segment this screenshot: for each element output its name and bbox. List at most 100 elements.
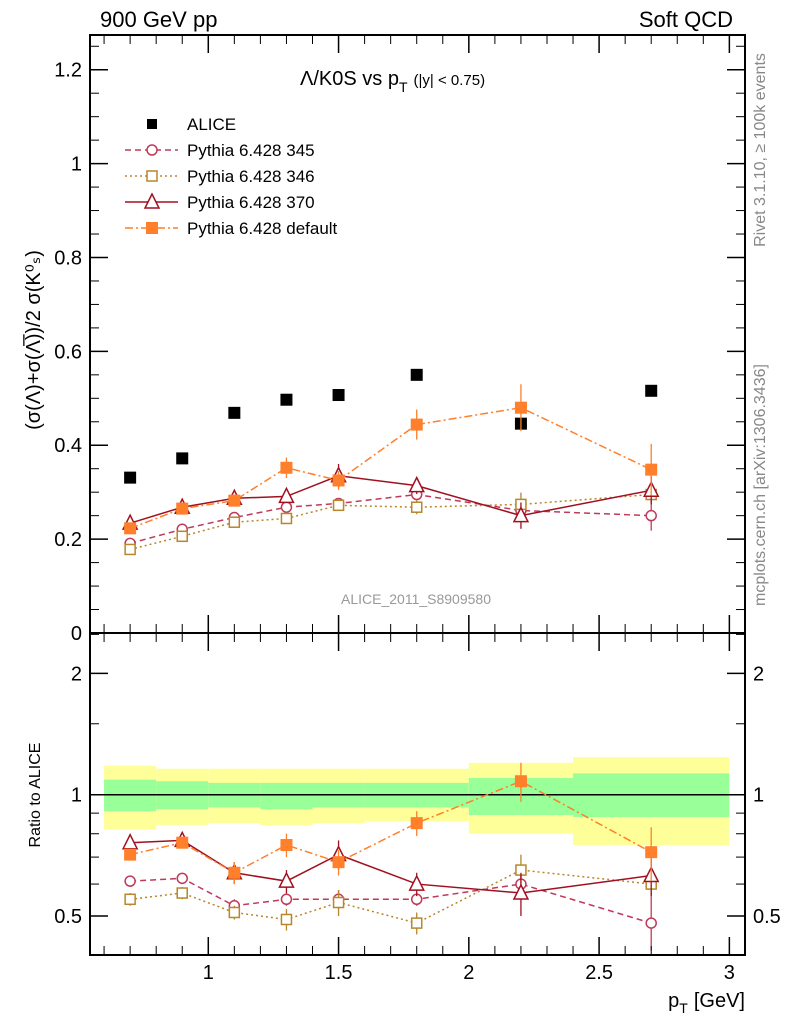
plot-title: Λ/K0S vs pT (|y| < 0.75) bbox=[300, 68, 485, 95]
series-pythia-6-428-346 bbox=[124, 485, 657, 556]
ratio-line bbox=[130, 839, 652, 894]
y-tick-label: 1 bbox=[71, 154, 82, 176]
data-point bbox=[512, 505, 530, 523]
y-tick-label: 0 bbox=[71, 623, 82, 645]
legend-label: ALICE bbox=[187, 115, 236, 134]
ratio-bands bbox=[90, 757, 745, 846]
legend-marker bbox=[147, 119, 157, 129]
data-point bbox=[410, 418, 423, 431]
data-point bbox=[228, 516, 241, 528]
data-point bbox=[332, 474, 345, 487]
ratio-point bbox=[280, 839, 293, 852]
ratio-point bbox=[410, 917, 423, 929]
ratio-y-tick-label: 0.5 bbox=[54, 906, 82, 928]
data-marks bbox=[121, 368, 660, 951]
data-point bbox=[176, 452, 189, 465]
ratio-point bbox=[121, 833, 139, 850]
ratio-frame bbox=[89, 632, 746, 956]
legend-label: Pythia 6.428 345 bbox=[187, 141, 315, 160]
series-pythia-6-428-345 bbox=[124, 488, 657, 550]
header-right: Soft QCD bbox=[639, 7, 733, 32]
legend-marker bbox=[143, 192, 161, 209]
ratio-point bbox=[332, 896, 345, 909]
ratio-y-tick-label: 2 bbox=[71, 663, 82, 685]
series-pythia-6-428-default bbox=[124, 384, 658, 535]
data-point bbox=[410, 501, 423, 513]
title-main: Λ/K0S vs p bbox=[300, 68, 399, 90]
data-point bbox=[332, 389, 345, 402]
header-left: 900 GeV pp bbox=[100, 7, 217, 32]
ratio-point bbox=[280, 913, 293, 926]
ratio-series-pythia-6-428-345 bbox=[124, 870, 657, 951]
data-point bbox=[228, 406, 241, 419]
ratio-point bbox=[176, 887, 188, 899]
ratio-series-pythia-6-428-default bbox=[124, 762, 658, 885]
data-point bbox=[124, 471, 137, 484]
data-point bbox=[645, 384, 658, 397]
x-tick-label: 2 bbox=[463, 962, 474, 984]
data-point bbox=[645, 463, 658, 476]
ratio-stat-band bbox=[260, 782, 313, 810]
x-tick-label: 1 bbox=[203, 962, 214, 984]
ratio-point bbox=[645, 917, 657, 929]
mcplots-text: mcplots.cern.ch [arXiv:1306.3436] bbox=[752, 364, 769, 606]
ratio-point bbox=[228, 866, 241, 879]
ratio-y-tick-label-right: 1 bbox=[753, 785, 764, 807]
ratio-point bbox=[124, 893, 136, 906]
ratio-line bbox=[130, 877, 652, 924]
ratio-y-tick-label-right: 0.5 bbox=[753, 906, 781, 928]
x-tick-label: 3 bbox=[724, 962, 735, 984]
data-point bbox=[280, 393, 293, 406]
rivet-version-text: Rivet 3.1.10, ≥ 100k events bbox=[752, 53, 769, 247]
analysis-watermark: ALICE_2011_S8909580 bbox=[341, 591, 491, 607]
data-point bbox=[408, 475, 425, 493]
legend-label: Pythia 6.428 370 bbox=[187, 193, 315, 212]
axes: 0 0.2 0.4 0.6 0.8 1 1.2 0.5 0.5 1 1 2 2 1 1.5 2 2.5 3 bbox=[54, 35, 781, 984]
data-point bbox=[514, 401, 527, 414]
ratio-series-pythia-6-428-346 bbox=[124, 854, 657, 935]
data-point bbox=[410, 368, 423, 381]
data-point bbox=[645, 509, 657, 522]
data-point bbox=[176, 530, 188, 543]
x-label-unit: [GeV] bbox=[694, 990, 745, 1012]
ratio-point bbox=[228, 906, 241, 919]
series-pythia-6-428-370 bbox=[121, 464, 660, 530]
y-tick-label: 0.4 bbox=[54, 435, 82, 457]
ratio-point bbox=[332, 856, 345, 869]
data-point bbox=[124, 543, 136, 556]
ratio-point bbox=[124, 848, 137, 861]
ratio-point bbox=[645, 846, 658, 859]
series-line bbox=[129, 493, 652, 551]
x-tick-label: 2.5 bbox=[585, 962, 613, 984]
ratio-point bbox=[176, 836, 189, 849]
legend-marker bbox=[146, 170, 158, 182]
ratio-point bbox=[410, 817, 423, 830]
ratio-y-axis-label: Ratio to ALICE bbox=[27, 743, 44, 848]
title-cut: (|y| < 0.75) bbox=[414, 72, 486, 89]
x-axis-label: pT [GeV] bbox=[668, 990, 745, 1016]
ratio-point bbox=[512, 883, 530, 900]
ratio-point bbox=[278, 871, 295, 888]
title-sub: T bbox=[399, 79, 408, 95]
y-tick-label: 0.8 bbox=[54, 247, 82, 269]
legend-marker bbox=[146, 222, 158, 234]
data-point bbox=[280, 512, 293, 525]
x-label-p: p bbox=[668, 990, 679, 1012]
series-line bbox=[129, 474, 652, 524]
legend-marker bbox=[146, 144, 158, 156]
data-point bbox=[124, 522, 137, 535]
x-label-sub: T bbox=[679, 1000, 688, 1016]
ratio-point bbox=[124, 875, 136, 887]
legend-label: Pythia 6.428 346 bbox=[187, 167, 315, 186]
ratio-y-tick-label-right: 2 bbox=[753, 663, 764, 685]
ratio-point bbox=[176, 872, 188, 885]
data-point bbox=[228, 494, 241, 507]
series-line bbox=[129, 406, 652, 530]
ratio-y-tick-label: 1 bbox=[71, 785, 82, 807]
data-point bbox=[332, 499, 345, 512]
y-axis-label: (σ(Λ)+σ(Λ̅))/2 σ(K⁰ₛ) bbox=[22, 250, 45, 430]
x-tick-label: 1.5 bbox=[325, 962, 353, 984]
data-point bbox=[280, 501, 293, 513]
ratio-line bbox=[130, 869, 652, 924]
